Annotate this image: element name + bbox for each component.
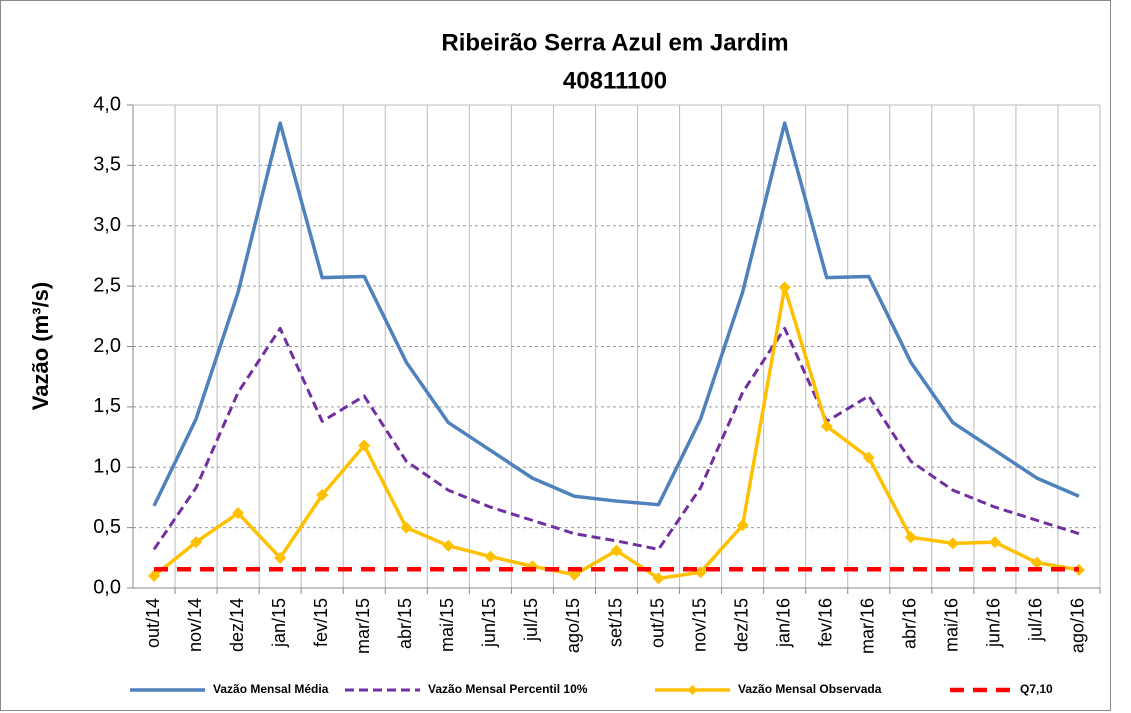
chart-title: Ribeirão Serra Azul em Jardim [441, 29, 788, 56]
marker [652, 572, 665, 585]
marker [568, 568, 581, 581]
marker [904, 531, 917, 544]
marker [736, 519, 749, 532]
chart-subtitle: 40811100 [563, 67, 667, 94]
marker [400, 521, 413, 534]
marker [316, 489, 329, 502]
x-tick-label: mar/15 [353, 598, 373, 654]
y-tick-label: 2,0 [93, 335, 121, 357]
marker [610, 544, 623, 557]
x-tick-label: abr/16 [900, 598, 920, 649]
x-tick-label: jun/15 [479, 598, 499, 648]
x-tick-label: jul/16 [1026, 598, 1046, 642]
x-tick-label: mai/16 [942, 598, 962, 652]
x-tick-label: set/15 [605, 598, 625, 647]
x-tick-label: nov/15 [689, 598, 709, 652]
y-tick-label: 3,0 [93, 214, 121, 236]
x-tick-label: out/14 [143, 598, 163, 648]
x-tick-label: fev/16 [815, 598, 835, 647]
x-tick-label: ago/16 [1068, 598, 1088, 653]
x-tick-label: abr/15 [395, 598, 415, 649]
x-tick-label: mai/15 [437, 598, 457, 652]
marker [1030, 556, 1043, 569]
chart-frame [0, 0, 1111, 711]
y-tick-label: 1,5 [93, 395, 121, 417]
marker [484, 550, 497, 563]
y-tick-label: 3,5 [93, 154, 121, 176]
marker [946, 537, 959, 550]
marker [778, 281, 791, 294]
marker [232, 507, 245, 520]
marker [148, 569, 161, 582]
x-tick-label: jan/15 [269, 598, 289, 648]
marker [358, 439, 371, 452]
x-tick-label: mar/16 [858, 598, 878, 654]
marker [694, 566, 707, 579]
x-tick-label: jan/16 [773, 598, 793, 648]
y-tick-label: 2,5 [93, 274, 121, 296]
legend-label: Vazão Mensal Média [213, 682, 329, 696]
marker [862, 451, 875, 464]
y-tick-label: 4,0 [93, 93, 121, 115]
y-tick-label: 1,0 [93, 456, 121, 478]
marker [442, 539, 455, 552]
x-tick-label: dez/15 [731, 598, 751, 652]
x-tick-label: out/15 [647, 598, 667, 648]
marker [820, 420, 833, 433]
marker [274, 551, 287, 564]
series-line [152, 326, 1080, 551]
y-tick-label: 0,0 [93, 576, 121, 598]
y-tick-label: 0,5 [93, 516, 121, 538]
x-tick-label: nov/14 [185, 598, 205, 652]
legend-label: Vazão Mensal Percentil 10% [428, 682, 588, 696]
x-tick-label: jul/15 [521, 598, 541, 642]
x-tick-label: dez/14 [227, 598, 247, 652]
legend-label: Q7,10 [1020, 682, 1053, 696]
series-line [152, 121, 1080, 507]
x-tick-label: ago/15 [563, 598, 583, 653]
legend-label: Vazão Mensal Observada [738, 682, 882, 696]
marker [190, 536, 203, 549]
marker [988, 536, 1001, 549]
y-axis-label: Vazão (m³/s) [28, 282, 53, 410]
legend-marker [687, 685, 698, 695]
x-tick-label: jun/16 [984, 598, 1004, 648]
x-tick-label: fev/15 [311, 598, 331, 647]
